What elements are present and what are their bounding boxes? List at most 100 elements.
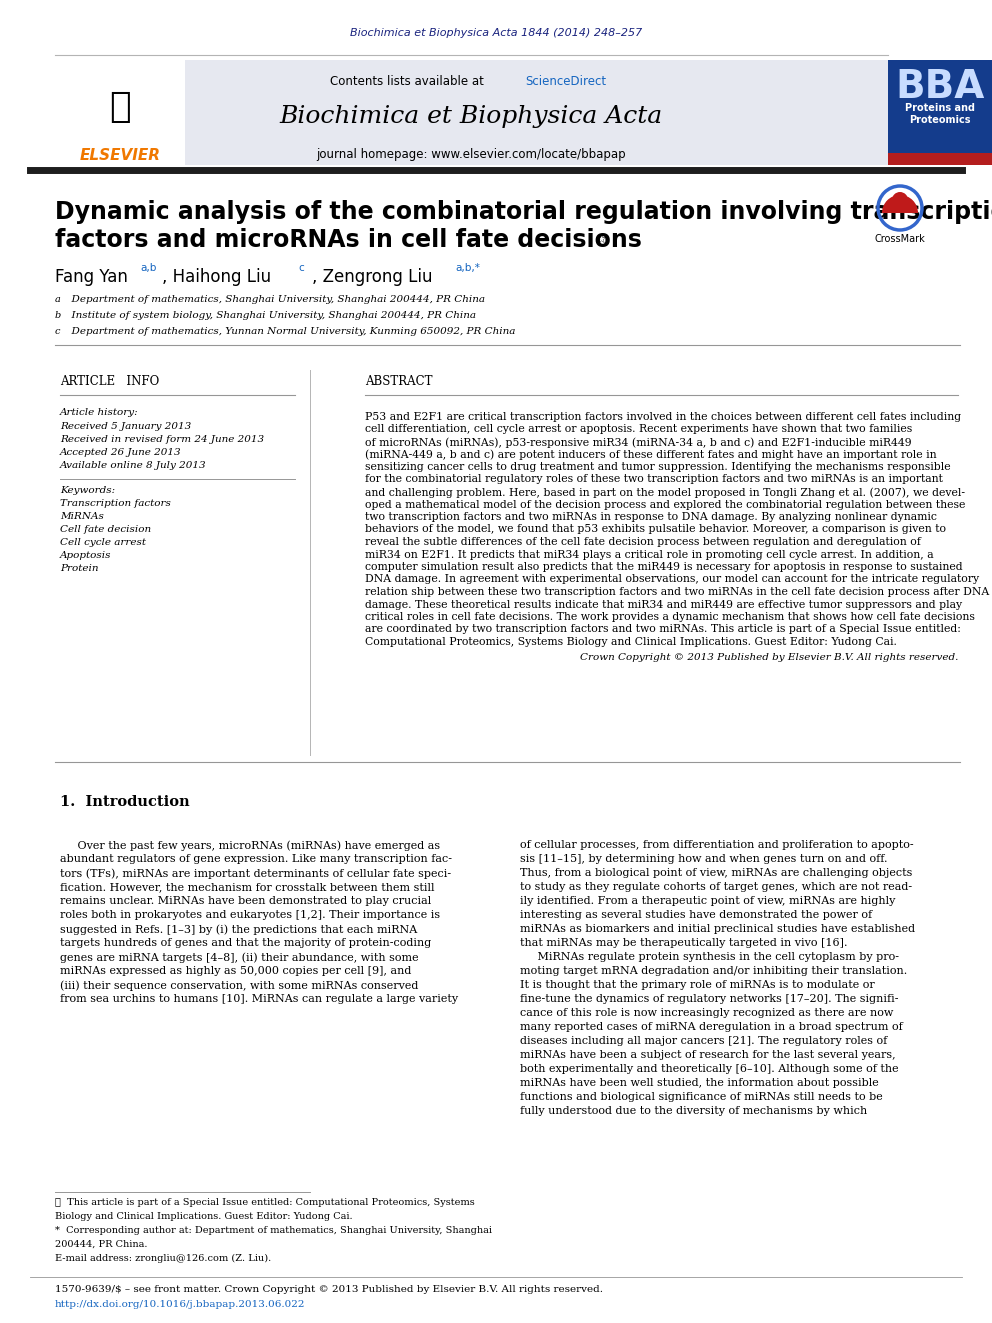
Text: , Zengrong Liu: , Zengrong Liu [312, 269, 433, 286]
Text: Over the past few years, microRNAs (miRNAs) have emerged as: Over the past few years, microRNAs (miRN… [60, 840, 440, 851]
Wedge shape [882, 194, 918, 213]
Text: remains unclear. MiRNAs have been demonstrated to play crucial: remains unclear. MiRNAs have been demons… [60, 896, 432, 906]
Text: ELSEVIER: ELSEVIER [79, 148, 161, 163]
Text: CrossMark: CrossMark [875, 234, 926, 243]
Text: Computational Proteomics, Systems Biology and Clinical Implications. Guest Edito: Computational Proteomics, Systems Biolog… [365, 636, 897, 647]
Text: http://dx.doi.org/10.1016/j.bbapap.2013.06.022: http://dx.doi.org/10.1016/j.bbapap.2013.… [55, 1301, 306, 1308]
Text: Received in revised form 24 June 2013: Received in revised form 24 June 2013 [60, 435, 264, 445]
Text: cance of this role is now increasingly recognized as there are now: cance of this role is now increasingly r… [520, 1008, 894, 1017]
Text: Keywords:: Keywords: [60, 486, 115, 495]
Text: many reported cases of miRNA deregulation in a broad spectrum of: many reported cases of miRNA deregulatio… [520, 1021, 903, 1032]
Text: Transcription factors: Transcription factors [60, 499, 171, 508]
Text: Crown Copyright © 2013 Published by Elsevier B.V. All rights reserved.: Crown Copyright © 2013 Published by Else… [579, 652, 958, 662]
Text: 🌲: 🌲 [109, 90, 131, 124]
Text: Department of mathematics, Shanghai University, Shanghai 200444, PR China: Department of mathematics, Shanghai Univ… [65, 295, 485, 304]
Text: miRNAs have been well studied, the information about possible: miRNAs have been well studied, the infor… [520, 1078, 879, 1088]
Text: Thus, from a biological point of view, miRNAs are challenging objects: Thus, from a biological point of view, m… [520, 868, 913, 878]
Text: damage. These theoretical results indicate that miR34 and miR449 are effective t: damage. These theoretical results indica… [365, 599, 962, 610]
Text: Dynamic analysis of the combinatorial regulation involving transcription: Dynamic analysis of the combinatorial re… [55, 200, 992, 224]
Text: Cell fate decision: Cell fate decision [60, 525, 151, 534]
Text: of microRNAs (miRNAs), p53-responsive miR34 (miRNA-34 a, b and c) and E2F1-induc: of microRNAs (miRNAs), p53-responsive mi… [365, 437, 912, 447]
Text: ScienceDirect: ScienceDirect [525, 75, 606, 89]
Text: a: a [55, 295, 61, 304]
Text: *  Corresponding author at: Department of mathematics, Shanghai University, Shan: * Corresponding author at: Department of… [55, 1226, 492, 1234]
Text: relation ship between these two transcription factors and two miRNAs in the cell: relation ship between these two transcri… [365, 587, 989, 597]
Text: BBA: BBA [896, 67, 985, 106]
Text: for the combinatorial regulatory roles of these two transcription factors and tw: for the combinatorial regulatory roles o… [365, 475, 942, 484]
Text: reveal the subtle differences of the cell fate decision process between regulati: reveal the subtle differences of the cel… [365, 537, 921, 546]
Text: fully understood due to the diversity of mechanisms by which: fully understood due to the diversity of… [520, 1106, 867, 1117]
Text: ☆  This article is part of a Special Issue entitled: Computational Proteomics, S: ☆ This article is part of a Special Issu… [55, 1199, 475, 1207]
Text: c: c [298, 263, 304, 273]
Text: that miRNAs may be therapeutically targeted in vivo [16].: that miRNAs may be therapeutically targe… [520, 938, 847, 949]
Text: factors and microRNAs in cell fate decisions: factors and microRNAs in cell fate decis… [55, 228, 642, 251]
Text: and challenging problem. Here, based in part on the model proposed in Tongli Zha: and challenging problem. Here, based in … [365, 487, 965, 497]
Text: are coordinated by two transcription factors and two miRNAs. This article is par: are coordinated by two transcription fac… [365, 624, 961, 635]
Text: ARTICLE   INFO: ARTICLE INFO [60, 374, 160, 388]
Text: (iii) their sequence conservation, with some miRNAs conserved: (iii) their sequence conservation, with … [60, 980, 419, 991]
Text: Apoptosis: Apoptosis [60, 550, 111, 560]
Text: two transcription factors and two miRNAs in response to DNA damage. By analyzing: two transcription factors and two miRNAs… [365, 512, 936, 523]
Text: suggested in Refs. [1–3] by (i) the predictions that each miRNA: suggested in Refs. [1–3] by (i) the pred… [60, 923, 418, 934]
Text: genes are miRNA targets [4–8], (ii) their abundance, with some: genes are miRNA targets [4–8], (ii) thei… [60, 953, 419, 963]
Bar [55, 60, 888, 165]
Text: Fang Yan: Fang Yan [55, 269, 128, 286]
Text: P53 and E2F1 are critical transcription factors involved in the choices between : P53 and E2F1 are critical transcription … [365, 411, 961, 422]
Text: diseases including all major cancers [21]. The regulatory roles of: diseases including all major cancers [21… [520, 1036, 887, 1046]
Text: a,b,*: a,b,* [455, 263, 480, 273]
Text: Department of mathematics, Yunnan Normal University, Kunming 650092, PR China: Department of mathematics, Yunnan Normal… [65, 327, 516, 336]
Bar [888, 60, 992, 165]
Text: fine-tune the dynamics of regulatory networks [17–20]. The signifi-: fine-tune the dynamics of regulatory net… [520, 994, 899, 1004]
Text: oped a mathematical model of the decision process and explored the combinatorial: oped a mathematical model of the decisio… [365, 500, 965, 509]
Text: miR34 on E2F1. It predicts that miR34 plays a critical role in promoting cell cy: miR34 on E2F1. It predicts that miR34 pl… [365, 549, 933, 560]
Text: DNA damage. In agreement with experimental observations, our model can account f: DNA damage. In agreement with experiment… [365, 574, 979, 585]
Text: ☆: ☆ [595, 233, 606, 246]
Text: both experimentally and theoretically [6–10]. Although some of the: both experimentally and theoretically [6… [520, 1064, 899, 1074]
Text: b: b [55, 311, 62, 320]
Text: Biochimica et Biophysica Acta: Biochimica et Biophysica Acta [280, 105, 663, 128]
Text: Institute of system biology, Shanghai University, Shanghai 200444, PR China: Institute of system biology, Shanghai Un… [65, 311, 476, 320]
Text: (miRNA-449 a, b and c) are potent inducers of these different fates and might ha: (miRNA-449 a, b and c) are potent induce… [365, 450, 936, 460]
Text: Cell cycle arrest: Cell cycle arrest [60, 538, 146, 546]
Text: , Haihong Liu: , Haihong Liu [162, 269, 271, 286]
Text: c: c [55, 327, 61, 336]
Bar [888, 153, 992, 165]
Text: moting target mRNA degradation and/or inhibiting their translation.: moting target mRNA degradation and/or in… [520, 966, 908, 976]
Circle shape [892, 192, 908, 208]
Text: abundant regulators of gene expression. Like many transcription fac-: abundant regulators of gene expression. … [60, 855, 452, 864]
Text: cell differentiation, cell cycle arrest or apoptosis. Recent experiments have sh: cell differentiation, cell cycle arrest … [365, 425, 913, 434]
Text: a,b: a,b [140, 263, 157, 273]
Text: roles both in prokaryotes and eukaryotes [1,2]. Their importance is: roles both in prokaryotes and eukaryotes… [60, 910, 440, 919]
Text: miRNAs as biomarkers and initial preclinical studies have established: miRNAs as biomarkers and initial preclin… [520, 923, 916, 934]
Text: tors (TFs), miRNAs are important determinants of cellular fate speci-: tors (TFs), miRNAs are important determi… [60, 868, 451, 878]
Text: miRNAs have been a subject of research for the last several years,: miRNAs have been a subject of research f… [520, 1050, 896, 1060]
Bar [55, 60, 185, 165]
Text: sis [11–15], by determining how and when genes turn on and off.: sis [11–15], by determining how and when… [520, 855, 888, 864]
Text: journal homepage: www.elsevier.com/locate/bbapap: journal homepage: www.elsevier.com/locat… [316, 148, 626, 161]
Text: Protein: Protein [60, 564, 98, 573]
Text: Available online 8 July 2013: Available online 8 July 2013 [60, 460, 206, 470]
Text: Biology and Clinical Implications. Guest Editor: Yudong Cai.: Biology and Clinical Implications. Guest… [55, 1212, 352, 1221]
Text: Proteins and
Proteomics: Proteins and Proteomics [905, 103, 975, 124]
Text: behaviors of the model, we found that p53 exhibits pulsatile behavior. Moreover,: behaviors of the model, we found that p5… [365, 524, 946, 534]
Text: Contents lists available at: Contents lists available at [330, 75, 488, 89]
Text: 1570-9639/$ – see front matter. Crown Copyright © 2013 Published by Elsevier B.V: 1570-9639/$ – see front matter. Crown Co… [55, 1285, 603, 1294]
Text: miRNAs expressed as highly as 50,000 copies per cell [9], and: miRNAs expressed as highly as 50,000 cop… [60, 966, 412, 976]
Text: Received 5 January 2013: Received 5 January 2013 [60, 422, 191, 431]
Text: to study as they regulate cohorts of target genes, which are not read-: to study as they regulate cohorts of tar… [520, 882, 912, 892]
Text: 200444, PR China.: 200444, PR China. [55, 1240, 148, 1249]
Text: Biochimica et Biophysica Acta 1844 (2014) 248–257: Biochimica et Biophysica Acta 1844 (2014… [350, 28, 642, 38]
Text: critical roles in cell fate decisions. The work provides a dynamic mechanism tha: critical roles in cell fate decisions. T… [365, 613, 975, 622]
Text: interesting as several studies have demonstrated the power of: interesting as several studies have demo… [520, 910, 872, 919]
Text: Article history:: Article history: [60, 407, 139, 417]
Text: targets hundreds of genes and that the majority of protein-coding: targets hundreds of genes and that the m… [60, 938, 432, 949]
Text: E-mail address: zrongliu@126.com (Z. Liu).: E-mail address: zrongliu@126.com (Z. Liu… [55, 1254, 271, 1263]
Bar [0, 1277, 992, 1323]
Text: ABSTRACT: ABSTRACT [365, 374, 433, 388]
Text: fication. However, the mechanism for crosstalk between them still: fication. However, the mechanism for cro… [60, 882, 434, 892]
Text: sensitizing cancer cells to drug treatment and tumor suppression. Identifying th: sensitizing cancer cells to drug treatme… [365, 462, 950, 472]
Text: Accepted 26 June 2013: Accepted 26 June 2013 [60, 448, 182, 456]
Text: 1.  Introduction: 1. Introduction [60, 795, 189, 808]
Text: functions and biological significance of miRNAs still needs to be: functions and biological significance of… [520, 1091, 883, 1102]
Text: ily identified. From a therapeutic point of view, miRNAs are highly: ily identified. From a therapeutic point… [520, 896, 896, 906]
